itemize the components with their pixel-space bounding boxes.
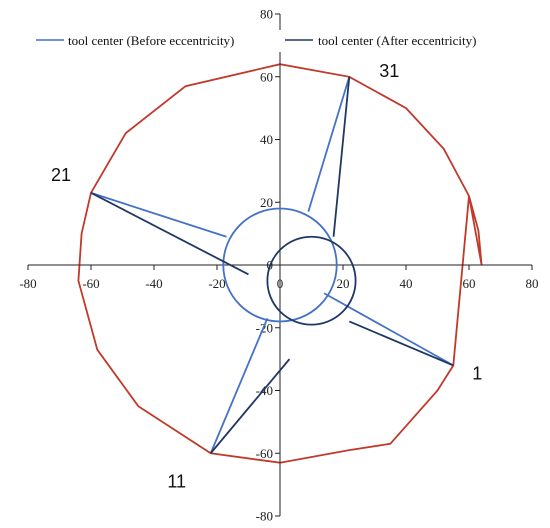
- y-tick-label: 60: [260, 69, 273, 84]
- y-tick-label: -60: [256, 446, 273, 461]
- axes-layer: -80-60-40-20020406080-80-60-40-200204060…: [19, 7, 538, 524]
- spoke-line-before: [90, 191, 227, 238]
- boundary-curve: [77, 63, 483, 464]
- point-label-1: 1: [472, 363, 482, 383]
- x-tick-label: 20: [337, 276, 350, 291]
- y-tick-label: 40: [260, 132, 273, 147]
- x-tick-label: -40: [145, 276, 162, 291]
- x-tick-label: -20: [208, 276, 225, 291]
- legend-label-after: tool center (After eccentricity): [318, 33, 476, 48]
- x-tick-label: 80: [526, 276, 539, 291]
- x-tick-label: -80: [19, 276, 36, 291]
- legend: tool center (Before eccentricity) tool c…: [26, 30, 514, 52]
- spoke-line-before: [307, 76, 351, 212]
- legend-background: [26, 30, 514, 52]
- point-label-11: 11: [167, 471, 186, 491]
- point-label-31: 31: [379, 61, 399, 81]
- x-tick-label: 60: [463, 276, 476, 291]
- boundary-layer: [77, 63, 483, 464]
- tool-center-circle-after: [266, 235, 357, 326]
- legend-label-before: tool center (Before eccentricity): [68, 33, 234, 48]
- y-tick-label: 80: [260, 7, 273, 22]
- y-tick-label: -80: [256, 509, 273, 524]
- x-tick-label: -60: [82, 276, 99, 291]
- spoke-line-after: [210, 358, 291, 454]
- x-tick-label: 0: [277, 276, 284, 291]
- point-label-21: 21: [51, 165, 71, 185]
- spoke-line-before: [209, 317, 269, 454]
- tool-center-circle-before: [222, 207, 338, 323]
- spoke-line-after: [348, 320, 454, 367]
- y-tick-label: 20: [260, 195, 273, 210]
- series-layer: [90, 76, 454, 454]
- spoke-line-before: [323, 292, 454, 367]
- spoke-line-after: [90, 192, 249, 276]
- spoke-line-after: [332, 76, 351, 237]
- x-tick-label: 40: [400, 276, 413, 291]
